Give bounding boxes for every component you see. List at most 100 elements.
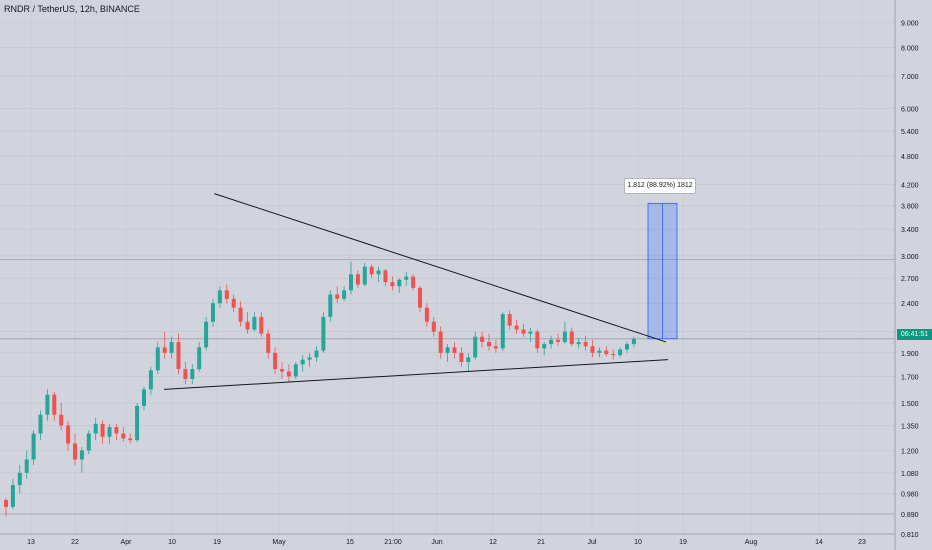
y-axis-tick-label: 2.400 <box>901 301 919 308</box>
y-axis-tick-label: 1.350 <box>901 423 919 430</box>
candle-body <box>500 314 505 349</box>
candle-body <box>24 459 29 473</box>
candle-body <box>135 405 140 441</box>
candle-body <box>383 270 388 283</box>
y-axis-tick-label: 0.980 <box>901 492 919 499</box>
candle-body <box>576 341 581 345</box>
x-axis-tick-label: 15 <box>346 539 354 546</box>
candle-body <box>204 321 209 348</box>
candle-body <box>459 352 464 362</box>
x-axis-tick-label: 21:00 <box>384 539 402 546</box>
candle-body <box>445 347 450 353</box>
x-axis-tick-label: Aug <box>745 539 758 546</box>
candle-body <box>176 341 181 370</box>
y-axis-tick-label: 3.000 <box>901 254 919 261</box>
x-axis-tick-label: 23 <box>858 539 866 546</box>
x-axis-tick-label: 19 <box>679 539 687 546</box>
y-axis-tick-label: 0.810 <box>901 532 919 539</box>
candle-body <box>349 274 353 291</box>
candle-body <box>10 485 15 507</box>
candle-body <box>286 371 291 377</box>
candle-body <box>542 344 547 349</box>
last-price-badge: 06:41:51 <box>897 329 932 340</box>
x-axis-tick-label: 22 <box>71 539 79 546</box>
candle-body <box>217 290 222 304</box>
y-axis-tick-label: 7.000 <box>901 74 919 81</box>
candle-body <box>114 427 119 434</box>
candle-body <box>549 339 554 345</box>
candle-body <box>100 423 105 437</box>
x-axis-tick-label: 12 <box>489 539 497 546</box>
candle-body <box>183 369 188 380</box>
candle-body <box>466 357 471 362</box>
y-axis-tick-label: 5.400 <box>901 129 919 136</box>
candle-body <box>93 423 98 434</box>
y-axis-tick-label: 2.700 <box>901 276 919 283</box>
candle-body <box>31 433 36 460</box>
x-axis-tick-label: Jun <box>431 539 442 546</box>
candle-body <box>631 338 636 345</box>
candle-body <box>190 369 195 380</box>
candle-body <box>618 349 623 356</box>
y-axis-tick-label: 1.500 <box>901 401 919 408</box>
y-axis-tick-label: 1.080 <box>901 471 919 478</box>
candle-body <box>507 314 512 326</box>
y-axis-tick-label: 6.000 <box>901 107 919 114</box>
candle-body <box>590 346 595 353</box>
candle-body <box>404 276 409 280</box>
candle-body <box>107 427 112 437</box>
candle-body <box>259 316 264 334</box>
candle-body <box>487 341 491 347</box>
y-axis-tick-label: 0.890 <box>901 512 919 519</box>
candle-body <box>273 352 278 370</box>
candle-body <box>197 347 202 370</box>
candle-body <box>418 287 422 308</box>
x-axis-tick-label: 14 <box>815 539 823 546</box>
candle-body <box>328 294 333 317</box>
candle-body <box>52 394 57 415</box>
candle-body <box>162 347 167 353</box>
candle-body <box>280 369 284 372</box>
candle-body <box>300 359 305 365</box>
candle-body <box>342 290 347 299</box>
candle-body <box>556 339 560 342</box>
candle-body <box>438 331 443 353</box>
x-axis-tick-label: 19 <box>213 539 221 546</box>
candle-body <box>266 333 271 353</box>
candle-body <box>528 331 533 334</box>
y-axis-tick-label: 9.000 <box>901 20 919 27</box>
y-axis-tick-label: 8.000 <box>901 45 919 52</box>
candle-body <box>38 414 43 434</box>
y-axis-tick-label: 1.200 <box>901 448 919 455</box>
candle-body <box>86 433 91 451</box>
candle-body <box>231 298 236 308</box>
candle-body <box>397 279 402 287</box>
candle-body <box>79 450 84 460</box>
candle-body <box>411 276 416 288</box>
candle-body <box>245 321 250 330</box>
y-axis-tick-label: 4.800 <box>901 154 919 161</box>
candle-body <box>59 414 64 426</box>
candle-body <box>314 350 319 358</box>
candle-body <box>583 341 588 347</box>
candle-body <box>121 433 126 439</box>
candle-body <box>211 303 215 322</box>
candle-body <box>293 364 298 377</box>
candle-body <box>390 282 395 287</box>
candle-body <box>452 347 457 353</box>
candle-body <box>480 336 485 342</box>
candle-body <box>66 425 71 444</box>
candle-body <box>307 357 312 360</box>
candle-body <box>604 350 609 354</box>
x-axis-tick-label: 21 <box>537 539 545 546</box>
measure-label: 1.812 (88.92%) 1812 <box>624 178 696 194</box>
candle-body <box>17 472 22 486</box>
candle-body <box>611 353 616 356</box>
y-axis-tick-label: 1.900 <box>901 351 919 358</box>
candle-body <box>148 370 153 390</box>
candle-body <box>521 329 526 334</box>
candle-body <box>128 438 133 441</box>
x-axis-tick-label: 13 <box>27 539 35 546</box>
y-axis-tick-label: 3.800 <box>901 204 919 211</box>
